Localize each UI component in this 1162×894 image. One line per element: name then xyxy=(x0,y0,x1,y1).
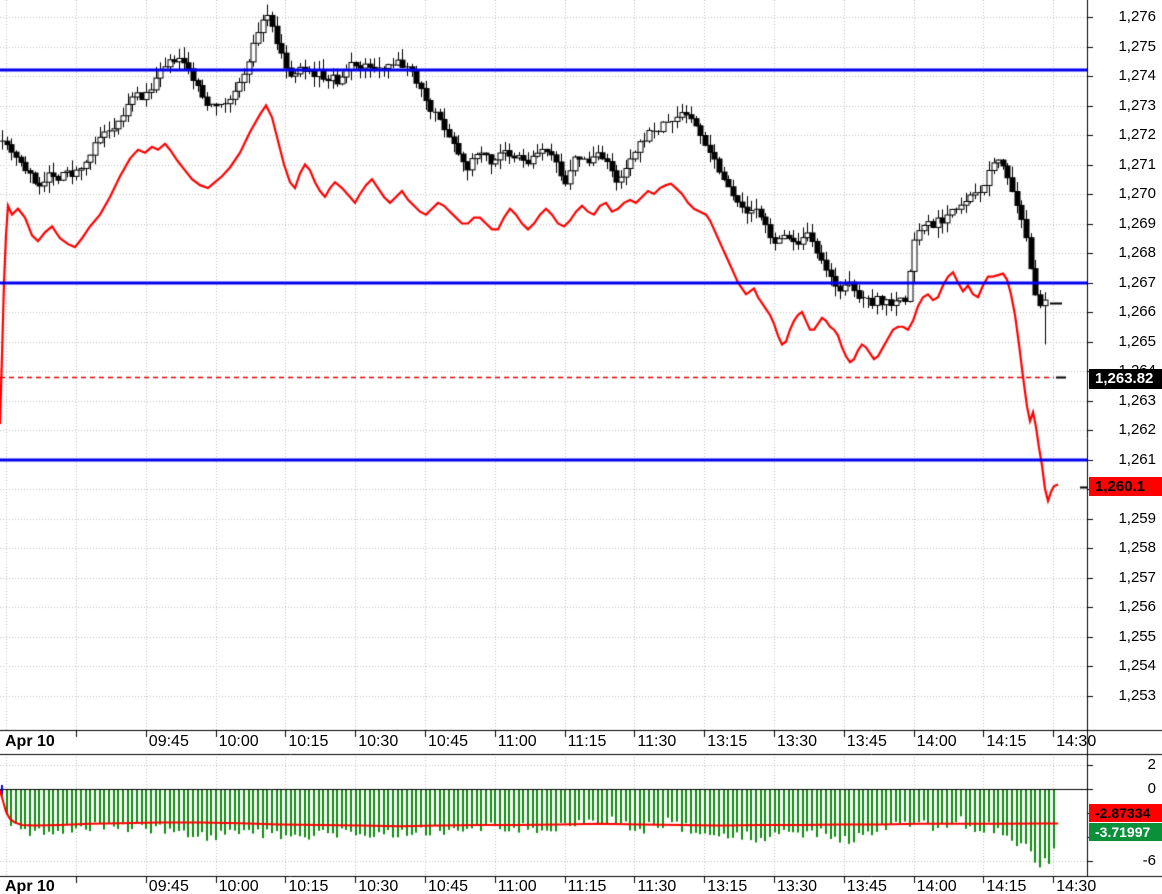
time-axis-label: 11:00 xyxy=(497,878,537,894)
time-axis-label: 14:00 xyxy=(916,733,957,750)
time-axis-label: 11:00 xyxy=(497,733,537,750)
price-axis-label: 1,271 xyxy=(1118,155,1156,173)
overlay-price-tag-value: 1,260.1 xyxy=(1095,478,1146,495)
price-axis-label: 1,266 xyxy=(1118,303,1156,320)
time-axis-label: 11:30 xyxy=(637,733,677,750)
time-axis-label: 13:45 xyxy=(846,733,887,750)
time-axis-label: 11:30 xyxy=(637,878,677,894)
price-axis-label: 1,261 xyxy=(1118,450,1156,468)
time-axis-label: 10:15 xyxy=(288,878,329,894)
time-axis-label: 14:15 xyxy=(986,878,1027,894)
price-axis-label: 1,274 xyxy=(1118,67,1156,84)
date-label: Apr 10 xyxy=(5,733,55,750)
last-price-tag: 1,263.82 xyxy=(1089,369,1162,389)
time-axis-label: 13:15 xyxy=(707,733,748,750)
time-axis-label: 10:45 xyxy=(428,733,469,750)
time-axis-label: 09:45 xyxy=(148,733,189,750)
time-axis-label: 10:00 xyxy=(218,733,259,750)
price-axis-label: 1,272 xyxy=(1118,126,1156,143)
indicator-axis-label: -6 xyxy=(1142,852,1156,869)
time-axis-label: 10:15 xyxy=(288,733,329,750)
last-price-tag-value: 1,263.82 xyxy=(1095,370,1154,387)
indicator-line-value-tag: -2.87334 xyxy=(1089,804,1162,822)
time-axis-label: 14:00 xyxy=(916,878,957,894)
indicator-axis-label: 2 xyxy=(1147,756,1156,773)
price-axis-label: 1,263 xyxy=(1118,391,1156,409)
time-axis-label: 11:15 xyxy=(567,878,607,894)
price-axis-label: 1,265 xyxy=(1118,332,1156,350)
price-axis-label: 1,276 xyxy=(1118,8,1156,25)
overlay-line-price-tag: 1,260.1 xyxy=(1089,477,1162,496)
price-axis-label: 1,254 xyxy=(1118,657,1156,674)
time-axis-label: 09:45 xyxy=(148,878,189,894)
price-axis-label: 1,267 xyxy=(1118,273,1156,291)
price-axis-label: 1,259 xyxy=(1118,509,1156,527)
time-axis-label: 10:45 xyxy=(428,878,469,894)
indicator-last-value-tag: -3.71997 xyxy=(1089,823,1162,841)
time-axis-label: 11:15 xyxy=(567,733,607,750)
indicator-axis-label: 0 xyxy=(1147,780,1156,797)
price-axis-label: 1,256 xyxy=(1118,598,1156,615)
time-axis-label: 13:45 xyxy=(846,878,887,894)
price-axis-label: 1,262 xyxy=(1118,421,1156,438)
indicator-last-tag-value: -3.71997 xyxy=(1095,824,1151,840)
time-axis-label: 13:30 xyxy=(777,733,818,750)
price-axis-label: 1,269 xyxy=(1118,214,1156,232)
price-axis-label: 1,253 xyxy=(1118,686,1156,704)
time-axis-label: 10:00 xyxy=(218,878,259,894)
price-axis-label: 1,258 xyxy=(1118,539,1156,556)
time-axis-label: 13:15 xyxy=(707,878,748,894)
time-axis-label: 14:30 xyxy=(1056,878,1097,894)
date-label: Apr 10 xyxy=(5,878,55,894)
time-axis-label: 14:15 xyxy=(986,733,1027,750)
time-axis-label: 14:30 xyxy=(1056,733,1097,750)
price-axis-label: 1,270 xyxy=(1118,185,1156,202)
price-axis-label: 1,255 xyxy=(1118,627,1156,645)
price-axis-label: 1,257 xyxy=(1118,568,1156,586)
price-axis-label: 1,273 xyxy=(1118,96,1156,114)
price-axis-label: 1,268 xyxy=(1118,244,1156,261)
time-axis-label: 10:30 xyxy=(358,878,399,894)
price-axis-label: 1,275 xyxy=(1118,37,1156,55)
time-axis-label: 10:30 xyxy=(358,733,399,750)
time-axis-label: 13:30 xyxy=(777,878,818,894)
indicator-line-tag-value: -2.87334 xyxy=(1095,805,1151,821)
